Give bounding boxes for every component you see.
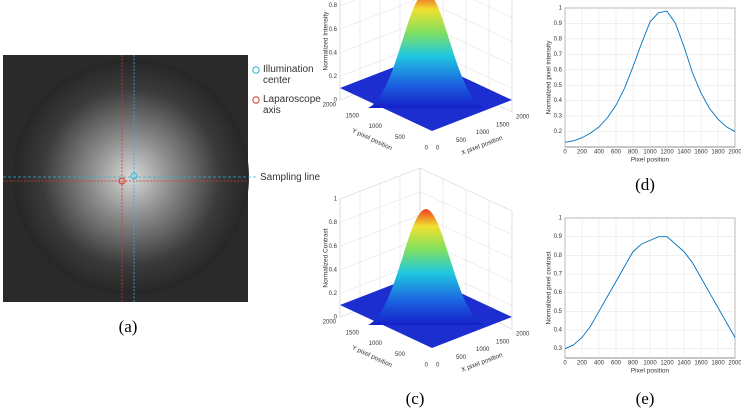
y-axis-label: Normalized pixel intensity bbox=[546, 40, 553, 114]
y-tick-label: 0 bbox=[425, 146, 429, 152]
panel-caption: (a) bbox=[119, 317, 138, 336]
x-tick-label: 200 bbox=[577, 361, 588, 367]
x-tick-label: 1200 bbox=[660, 150, 674, 156]
z-axis-label: Normalized Contrast bbox=[323, 228, 330, 287]
x-tick-label: 200 bbox=[577, 150, 588, 156]
y-tick-label: 1 bbox=[559, 6, 563, 12]
y-tick-label: 0.8 bbox=[554, 36, 563, 42]
legend-marker bbox=[252, 96, 260, 104]
y-tick-label: 1500 bbox=[346, 330, 360, 336]
x-tick-label: 0 bbox=[436, 363, 440, 369]
panel-caption: (e) bbox=[636, 389, 655, 408]
y-axis-label: Normalized pixel contrast bbox=[546, 251, 553, 324]
x-tick-label: 2000 bbox=[516, 115, 530, 121]
y-tick-label: 0 bbox=[425, 363, 429, 369]
illumination-marker bbox=[130, 172, 138, 180]
y-tick-label: 0.5 bbox=[554, 309, 563, 315]
y-tick-label: 0.4 bbox=[554, 98, 563, 104]
x-tick-label: 0 bbox=[563, 150, 567, 156]
y-tick-label: 0.2 bbox=[554, 129, 563, 135]
data-line bbox=[564, 10, 736, 143]
z-tick-label: 0.6 bbox=[329, 27, 338, 33]
x-tick-label: 1000 bbox=[643, 150, 657, 156]
sampling-line-label: Sampling line bbox=[260, 172, 321, 183]
x-axis-label: X pixel position bbox=[460, 134, 504, 156]
y-tick-label: 0.6 bbox=[554, 290, 563, 296]
y-tick-label: 1 bbox=[559, 216, 563, 222]
surface-mound bbox=[368, 209, 484, 325]
z-tick-label: 0 bbox=[334, 98, 338, 104]
z-tick-label: 0.6 bbox=[329, 244, 338, 250]
grid-line bbox=[339, 0, 513, 42]
y-tick-label: 0.9 bbox=[554, 21, 563, 27]
x-tick-label: 400 bbox=[594, 361, 605, 367]
x-tick-label: 400 bbox=[594, 150, 605, 156]
y-tick-label: 0.4 bbox=[554, 328, 563, 334]
x-tick-label: 2000 bbox=[728, 150, 741, 156]
laparoscope-marker bbox=[118, 177, 126, 185]
legend-label: Illumination center bbox=[263, 64, 314, 86]
y-tick-label: 500 bbox=[395, 352, 406, 358]
x-tick-label: 1400 bbox=[677, 150, 691, 156]
y-tick-label: 0.5 bbox=[554, 83, 563, 89]
y-tick-label: 0.8 bbox=[554, 253, 563, 259]
surface-mound bbox=[368, 0, 484, 108]
x-tick-label: 800 bbox=[628, 150, 639, 156]
data-line bbox=[564, 236, 736, 350]
y-tick-label: 0.7 bbox=[554, 52, 563, 58]
y-tick-label: 0.3 bbox=[554, 346, 563, 352]
x-tick-label: 500 bbox=[456, 138, 467, 144]
x-axis-label: Pixel position bbox=[631, 368, 670, 375]
legend-marker bbox=[252, 66, 260, 74]
x-tick-label: 1400 bbox=[677, 361, 691, 367]
z-tick-label: 0.2 bbox=[329, 291, 338, 297]
z-tick-label: 0.8 bbox=[329, 3, 338, 9]
y-tick-label: 500 bbox=[395, 135, 406, 141]
x-tick-label: 0 bbox=[436, 146, 440, 152]
grid-line bbox=[339, 0, 513, 18]
y-tick-label: 1000 bbox=[369, 124, 383, 130]
x-tick-label: 600 bbox=[611, 150, 622, 156]
x-tick-label: 1000 bbox=[643, 361, 657, 367]
panel-caption: (d) bbox=[635, 175, 655, 194]
y-tick-label: 0.9 bbox=[554, 234, 563, 240]
z-tick-label: 1 bbox=[334, 197, 338, 203]
x-axis-label: Pixel position bbox=[631, 157, 670, 164]
x-tick-label: 800 bbox=[628, 361, 639, 367]
y-tick-label: 2000 bbox=[323, 103, 337, 109]
z-tick-label: 0.8 bbox=[329, 220, 338, 226]
x-tick-label: 2000 bbox=[516, 332, 530, 338]
z-tick-label: 0.2 bbox=[329, 74, 338, 80]
x-tick-label: 1800 bbox=[711, 361, 725, 367]
y-axis-label: Y pixel position bbox=[351, 344, 394, 369]
z-tick-label: 0.4 bbox=[329, 50, 338, 56]
x-tick-label: 600 bbox=[611, 361, 622, 367]
y-tick-label: 0.3 bbox=[554, 114, 563, 120]
x-axis-label: X pixel position bbox=[460, 351, 504, 373]
y-axis-label: Y pixel position bbox=[351, 127, 394, 152]
z-tick-label: 0.4 bbox=[329, 267, 338, 273]
y-tick-label: 1000 bbox=[369, 341, 383, 347]
x-tick-label: 500 bbox=[456, 355, 467, 361]
z-tick-label: 0 bbox=[334, 315, 338, 321]
x-tick-label: 1500 bbox=[496, 122, 510, 128]
x-tick-label: 1600 bbox=[694, 361, 708, 367]
legend-label: Laparoscope axis bbox=[263, 94, 321, 116]
y-tick-label: 2000 bbox=[323, 320, 337, 326]
y-tick-label: 0.6 bbox=[554, 67, 563, 73]
x-tick-label: 0 bbox=[563, 361, 567, 367]
y-tick-label: 1500 bbox=[346, 113, 360, 119]
x-tick-label: 1600 bbox=[694, 150, 708, 156]
x-tick-label: 1000 bbox=[476, 347, 490, 353]
x-tick-label: 2000 bbox=[728, 361, 741, 367]
x-tick-label: 1200 bbox=[660, 361, 674, 367]
panel-caption: (c) bbox=[406, 389, 425, 408]
x-tick-label: 1000 bbox=[476, 130, 490, 136]
y-tick-label: 0.7 bbox=[554, 272, 563, 278]
x-tick-label: 1800 bbox=[711, 150, 725, 156]
x-tick-label: 1500 bbox=[496, 339, 510, 345]
z-axis-label: Normalized Intensity bbox=[323, 11, 330, 71]
